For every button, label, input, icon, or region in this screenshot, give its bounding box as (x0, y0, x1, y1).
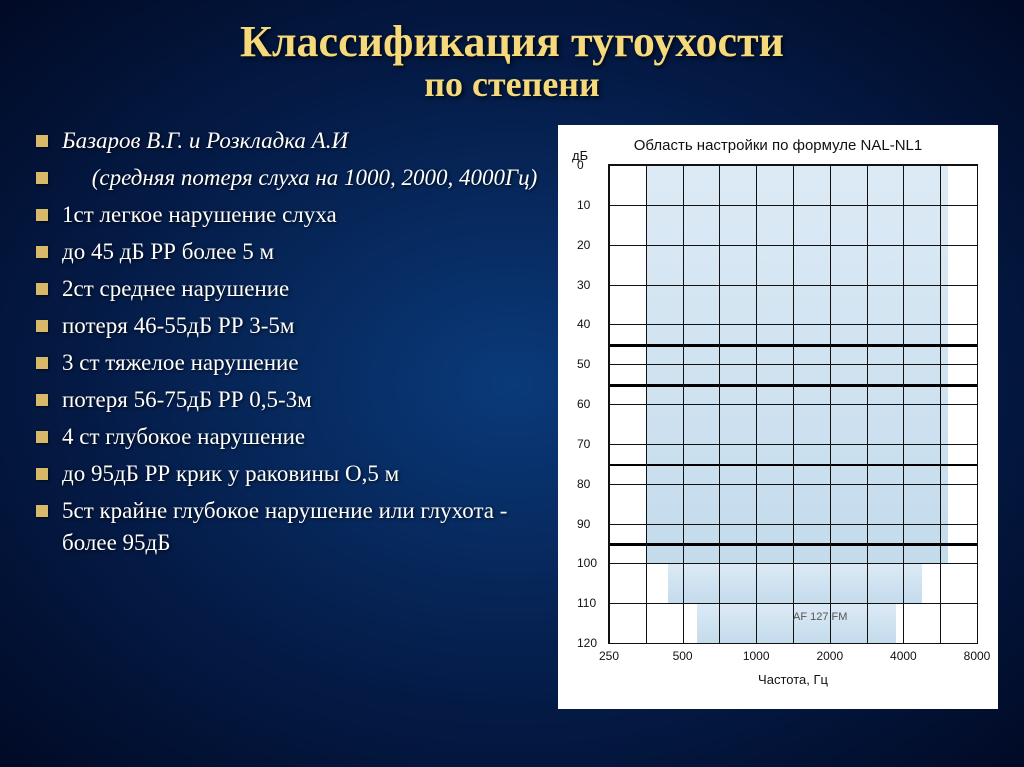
bullet-icon (36, 283, 48, 295)
bullet-text: до 95дБ РР крик у раковины О,5 м (62, 458, 399, 489)
grid-vline (683, 165, 684, 643)
y-tick: 80 (577, 477, 590, 491)
bullet-text: до 45 дБ РР более 5 м (62, 236, 274, 267)
bullet-text: Базаров В.Г. и Розкладка А.И (62, 125, 348, 156)
bullet-text: 5ст крайне глубокое нарушение или глухот… (62, 495, 546, 557)
grid-vline (793, 165, 794, 643)
bullet-list: Базаров В.Г. и Розкладка А.И (средняя по… (36, 125, 546, 709)
x-axis-label: Частота, Гц (598, 672, 988, 687)
x-tick: 8000 (964, 649, 991, 663)
grid-vline (719, 165, 720, 643)
bullet-item: до 95дБ РР крик у раковины О,5 м (36, 458, 546, 489)
y-tick: 20 (577, 238, 590, 252)
grid-vline (867, 165, 868, 643)
bullet-item: 2ст среднее нарушение (36, 273, 546, 304)
y-tick: 110 (577, 596, 596, 610)
x-tick: 500 (673, 649, 693, 663)
x-tick: 1000 (743, 649, 770, 663)
chart-annotation: AF 127 FM (793, 611, 847, 623)
bullet-text: 4 ст глубокое нарушение (62, 421, 305, 452)
y-tick: 0 (577, 158, 584, 172)
y-tick: 90 (577, 517, 590, 531)
y-tick: 50 (577, 357, 590, 371)
bullet-icon (36, 246, 48, 258)
grid-vline (977, 165, 978, 643)
bullet-item: 4 ст глубокое нарушение (36, 421, 546, 452)
bullet-item: до 45 дБ РР более 5 м (36, 236, 546, 267)
bullet-icon (36, 394, 48, 406)
audiogram-chart: Область настройки по формуле NAL-NL1 дБ … (558, 125, 998, 709)
grid: 0102030405060708090100110120250500100020… (608, 164, 978, 644)
bullet-text: 1ст легкое нарушение слуха (62, 199, 337, 230)
plot-area: дБ 0102030405060708090100110120250500100… (608, 164, 978, 644)
bullet-icon (36, 209, 48, 221)
y-tick: 10 (577, 198, 590, 212)
bullet-icon (36, 172, 48, 184)
bullet-item: 5ст крайне глубокое нарушение или глухот… (36, 495, 546, 557)
y-tick: 120 (577, 636, 597, 650)
grid-vline (830, 165, 831, 643)
bullet-item: 3 ст тяжелое нарушение (36, 347, 546, 378)
bullet-icon (36, 320, 48, 332)
x-tick: 2000 (816, 649, 843, 663)
grid-vline (646, 165, 647, 643)
bullet-text: (средняя потеря слуха на 1000, 2000, 400… (62, 162, 537, 193)
y-tick: 100 (577, 556, 597, 570)
bullet-text: потеря 56-75дБ РР 0,5-3м (62, 384, 312, 415)
bullet-text: 2ст среднее нарушение (62, 273, 289, 304)
x-tick: 250 (599, 649, 619, 663)
chart-title: Область настройки по формуле NAL-NL1 (568, 137, 988, 154)
grid-vline (903, 165, 904, 643)
bullet-icon (36, 431, 48, 443)
grid-vline (756, 165, 757, 643)
grid-hline (609, 643, 977, 644)
bullet-item: Базаров В.Г. и Розкладка А.И (36, 125, 546, 156)
bullet-item: (средняя потеря слуха на 1000, 2000, 400… (36, 162, 546, 193)
bullet-icon (36, 468, 48, 480)
bullet-icon (36, 505, 48, 517)
slide-subtitle: по степени (0, 63, 1024, 105)
bullet-text: 3 ст тяжелое нарушение (62, 347, 299, 378)
y-tick: 30 (577, 278, 590, 292)
bullet-icon (36, 135, 48, 147)
bullet-text: потеря 46-55дБ РР 3-5м (62, 310, 294, 341)
bullet-item: потеря 46-55дБ РР 3-5м (36, 310, 546, 341)
grid-vline (940, 165, 941, 643)
shaded-region (668, 563, 922, 603)
y-tick: 70 (577, 437, 590, 451)
bullet-icon (36, 357, 48, 369)
bullet-item: 1ст легкое нарушение слуха (36, 199, 546, 230)
y-tick: 60 (577, 397, 590, 411)
x-tick: 4000 (890, 649, 917, 663)
y-tick: 40 (577, 317, 590, 331)
bullet-item: потеря 56-75дБ РР 0,5-3м (36, 384, 546, 415)
grid-vline (609, 165, 610, 643)
slide-title: Классификация тугоухости (0, 16, 1024, 67)
